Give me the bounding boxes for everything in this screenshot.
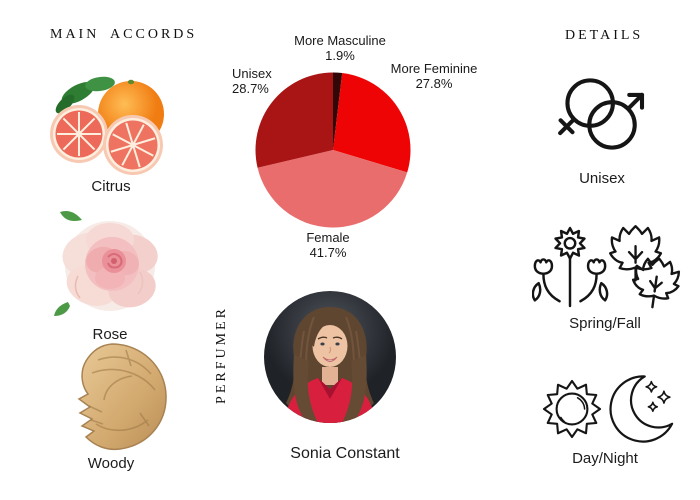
accord-label-woody: Woody — [87, 455, 135, 472]
pie-label-female: Female 41.7% — [306, 230, 350, 260]
grapefruit-half — [50, 105, 108, 163]
perfumer-heading: PERFUMER — [214, 306, 229, 404]
gender-pie-chart — [255, 72, 411, 228]
sun-icon — [542, 379, 602, 439]
pie-slice-unisex — [255, 72, 333, 168]
perfumer-portrait-art — [264, 291, 396, 423]
perfumer-name: Sonia Constant — [290, 445, 400, 462]
rose-flower-image — [54, 211, 158, 316]
wood-piece-image — [77, 343, 167, 451]
pie-slice-more-masculine — [333, 72, 343, 150]
accord-label-citrus: Citrus — [91, 178, 131, 195]
pie-label-unisex: Unisex 28.7% — [232, 66, 272, 96]
details-heading: DETAILS — [565, 28, 644, 43]
main-accords-heading: MAIN ACCORDS — [50, 27, 198, 42]
pie-slice-more-feminine — [333, 73, 411, 173]
grapefruit-slice — [103, 115, 163, 175]
detail-label-spring-fall: Spring/Fall — [569, 315, 641, 332]
pie-slice-female — [257, 150, 408, 228]
citrus-fruit-image — [50, 76, 164, 175]
pie-label-more-feminine: More Feminine 27.8% — [390, 61, 478, 91]
gender-unisex-icon — [558, 78, 645, 150]
perfumer-portrait-photo — [264, 291, 396, 423]
accord-label-rose: Rose — [92, 326, 128, 343]
moon-stars-icon — [609, 375, 674, 443]
pie-label-more-masculine: More Masculine 1.9% — [294, 33, 386, 63]
seasons-spring-fall-icon — [532, 225, 681, 309]
detail-label-day-night: Day/Night — [572, 450, 638, 467]
detail-label-unisex: Unisex — [579, 170, 625, 187]
